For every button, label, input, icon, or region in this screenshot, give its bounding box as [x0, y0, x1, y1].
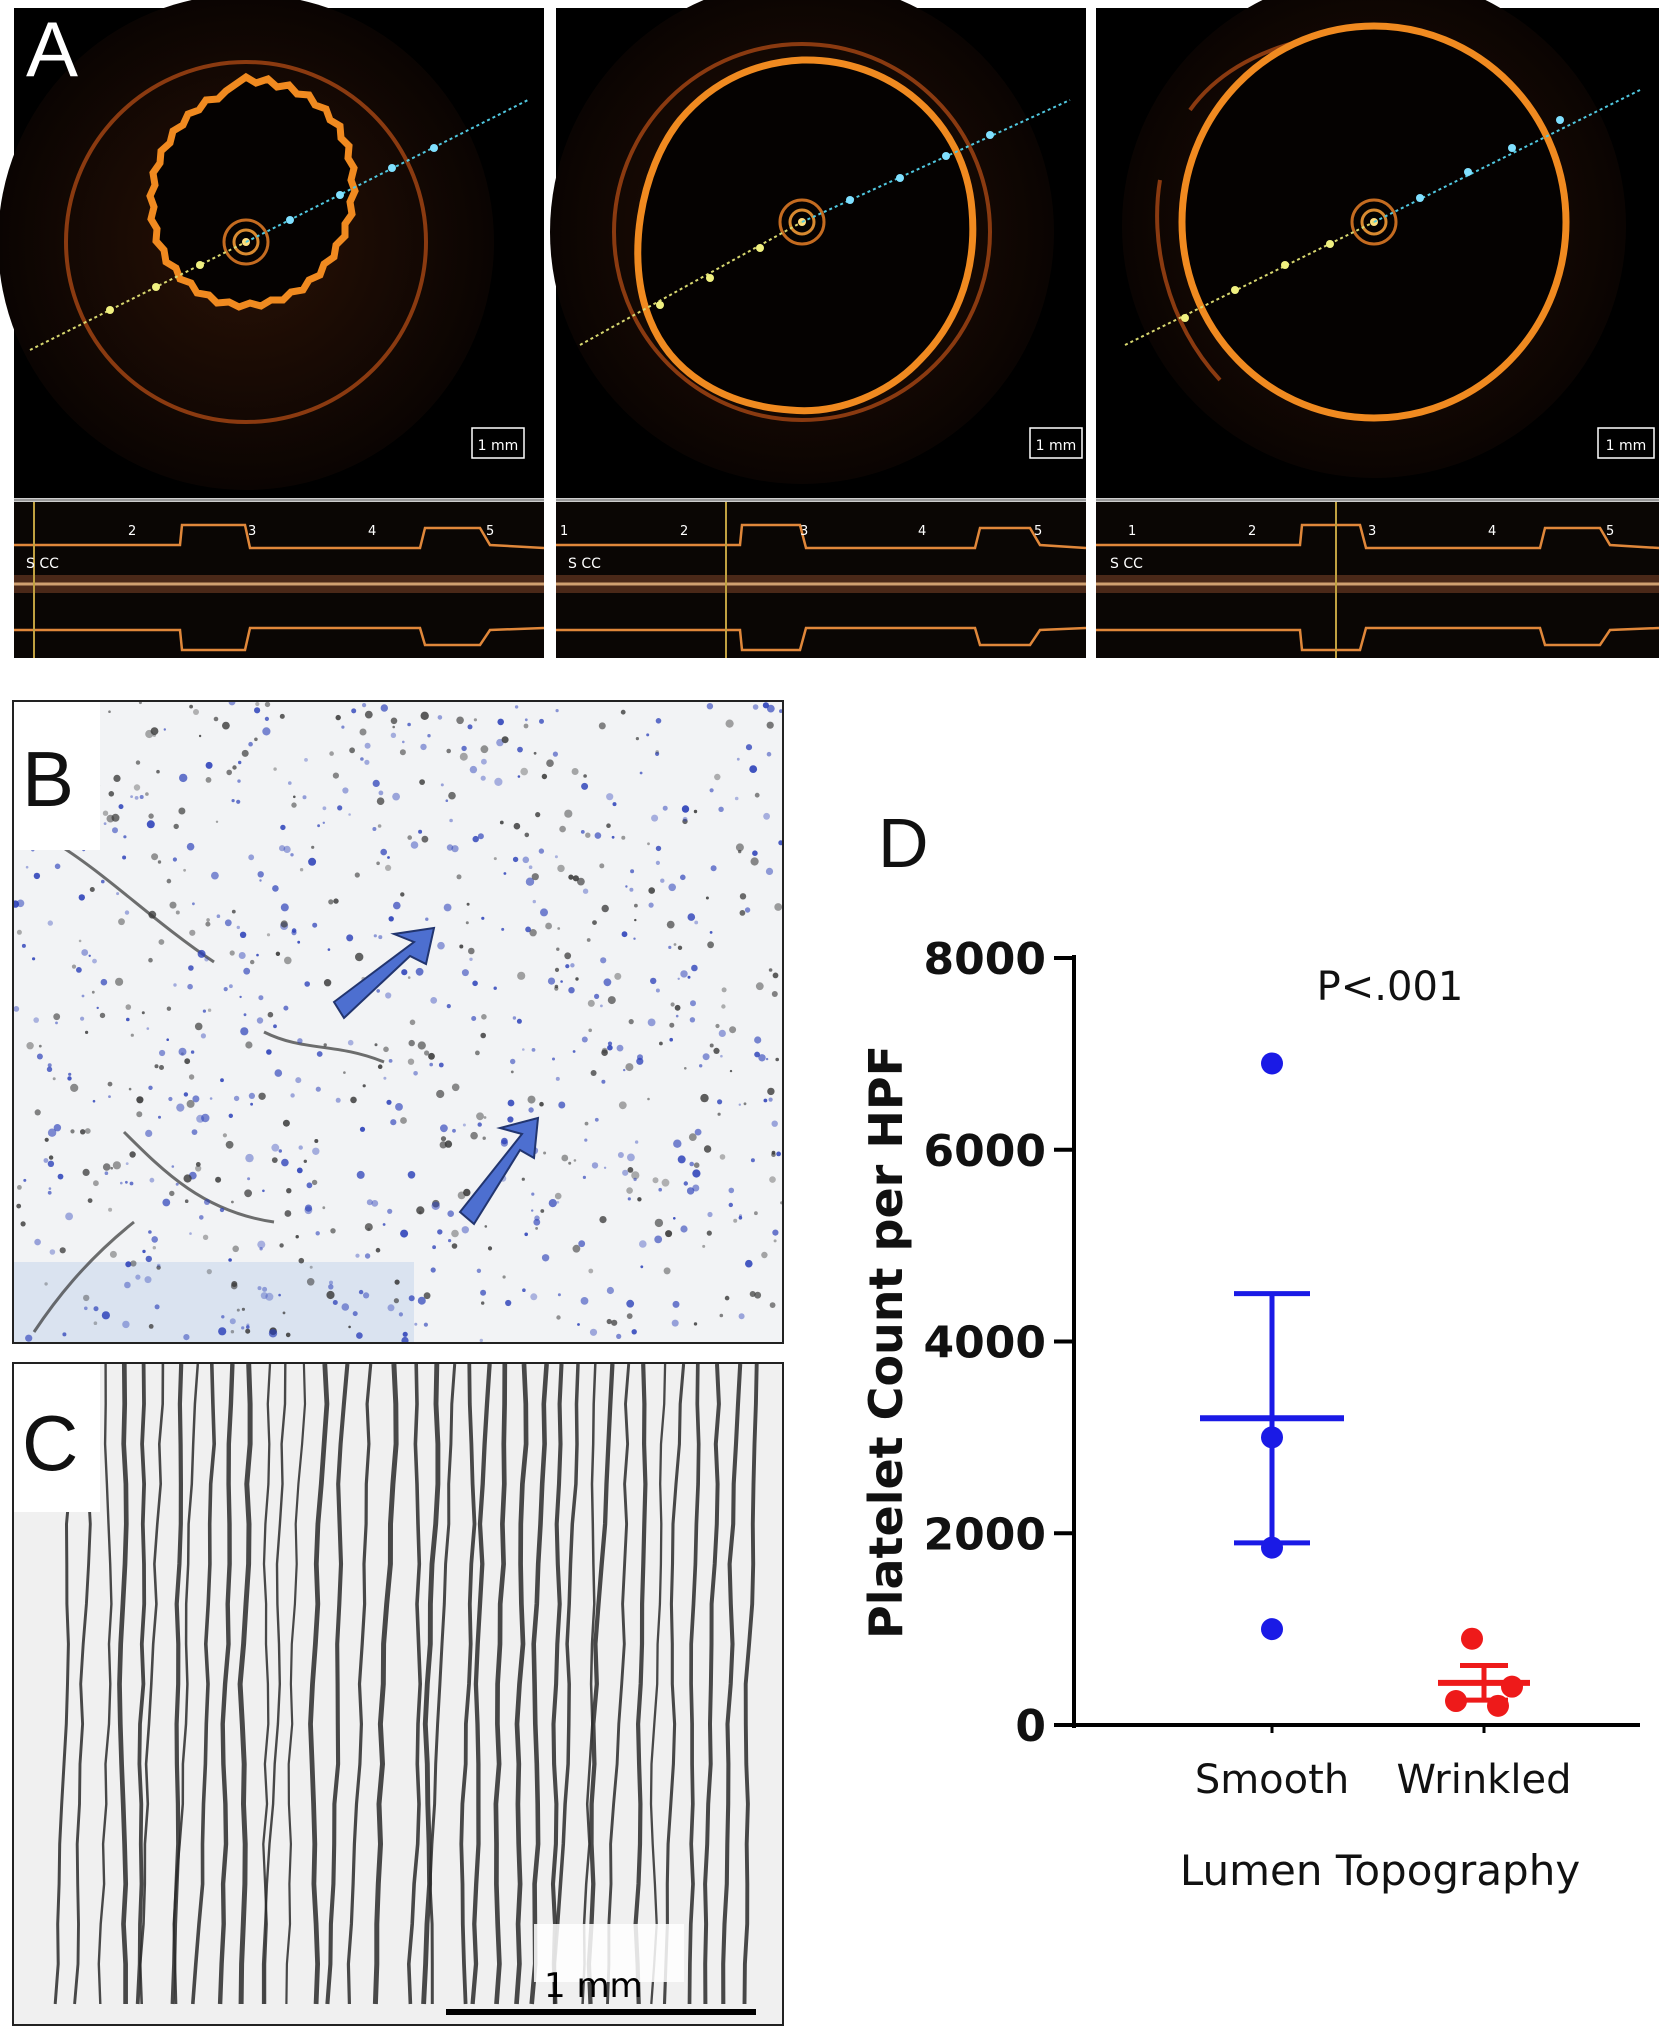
data-point [1445, 1690, 1467, 1713]
data-point [1261, 1052, 1283, 1075]
tick-label: 2 [128, 524, 136, 539]
oct-frame-1: 1 mm 2 3 4 5 S CC [0, 0, 545, 658]
panel-c: C 1 mm [12, 1362, 784, 2026]
tick-label: 1 [560, 524, 568, 539]
data-point [1461, 1627, 1483, 1650]
oct-frame-2: 1 mm 1 2 3 4 5 S CC [550, 0, 1087, 658]
scale-label-c: 1 mm [544, 1966, 643, 2006]
tick-label: 2 [1248, 524, 1256, 539]
panel-label-b: B [22, 735, 75, 823]
chart-axes: 0 2000 4000 6000 8000 Smooth Wrinkled Platelet … [859, 934, 1640, 1895]
oct-frame-3: 1 mm 1 2 3 4 5 S CC [1096, 0, 1660, 658]
tick-label: 1 [1128, 524, 1136, 539]
tick-label: 2 [680, 524, 688, 539]
tick-label: 5 [1606, 524, 1614, 539]
y-tick-label: 6000 [924, 1126, 1046, 1177]
x-tick-label: Smooth [1195, 1757, 1349, 1803]
sem-image-c [14, 1364, 782, 2024]
panel-a: 1 mm 2 3 4 5 S CC [0, 0, 1677, 670]
chart-marks [1200, 1052, 1530, 1717]
tick-label: 3 [800, 524, 808, 539]
label-backdrop [14, 702, 100, 850]
panel-label-d: D [878, 804, 929, 882]
y-tick-label: 0 [1015, 1701, 1046, 1752]
side-label: S CC [1110, 556, 1143, 572]
tick-label: 5 [1034, 524, 1042, 539]
data-point [1501, 1675, 1523, 1698]
tick-label: 3 [1368, 524, 1376, 539]
wrinkle-texture [53, 1364, 759, 2005]
side-label: S CC [26, 556, 59, 572]
p-value-annotation: P<.001 [1317, 964, 1464, 1010]
side-label: S CC [568, 556, 601, 572]
scale-label-1: 1 mm [478, 438, 519, 454]
tick-label: 3 [248, 524, 256, 539]
scale-label-2: 1 mm [1036, 438, 1077, 454]
data-point [1261, 1426, 1283, 1449]
panel-label-a: A [26, 5, 79, 93]
arrow-2-icon [458, 1116, 540, 1226]
tick-label: 5 [486, 524, 494, 539]
x-axis-label: Lumen Topography [1180, 1846, 1580, 1895]
y-axis-label: Platelet Count per HPF [859, 1045, 913, 1639]
panel-label-c: C [22, 1399, 79, 1487]
x-tick-label: Wrinkled [1397, 1757, 1572, 1803]
arrow-1-icon [332, 926, 436, 1020]
y-tick-label: 8000 [924, 934, 1046, 985]
data-point [1487, 1694, 1509, 1717]
histology-image-b [14, 702, 782, 1342]
tick-label: 4 [918, 524, 926, 539]
data-point [1261, 1618, 1283, 1641]
tick-label: 4 [1488, 524, 1496, 539]
panel-d: D 0 2000 4000 6000 8000 Smooth Wrinkled Platele… [800, 700, 1670, 2020]
data-point [1261, 1536, 1283, 1559]
platelet-chart: 0 2000 4000 6000 8000 Smooth Wrinkled Platelet … [859, 934, 1640, 1895]
y-tick-label: 4000 [924, 1318, 1046, 1369]
panel-b: B [12, 700, 784, 1344]
oct-images: 1 mm 2 3 4 5 S CC [0, 0, 1660, 658]
label-backdrop [14, 1364, 100, 1512]
tick-label: 4 [368, 524, 376, 539]
y-tick-label: 2000 [924, 1509, 1046, 1560]
scale-label-3: 1 mm [1606, 438, 1647, 454]
